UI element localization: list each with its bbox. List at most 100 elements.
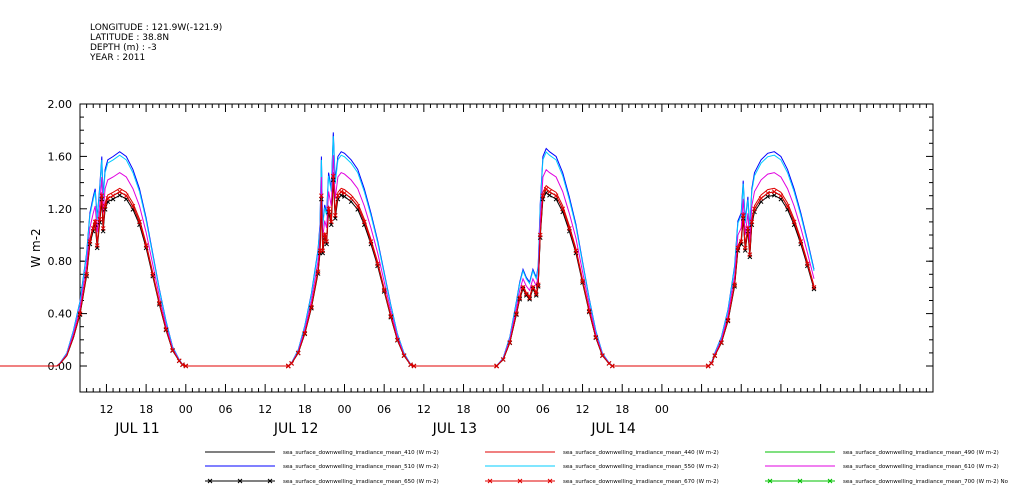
x-tick-label: 12 — [417, 403, 431, 416]
y-tick-label: 0.80 — [48, 255, 73, 268]
series-marker-7 — [84, 271, 89, 277]
x-tick-label: 18 — [298, 403, 312, 416]
series-marker-7 — [330, 173, 336, 179]
legend-marker-7 — [547, 478, 553, 484]
series-line-7 — [0, 176, 815, 367]
legend-label-8: sea_surface_downwelling_irradiance_mean_… — [843, 479, 1009, 485]
series-marker-7 — [110, 193, 116, 199]
series-marker-7 — [411, 363, 417, 369]
series-marker-7 — [143, 243, 149, 248]
series-marker-6 — [533, 293, 539, 298]
series-marker-7 — [105, 195, 111, 201]
x-tick-label: 00 — [179, 403, 193, 416]
series-marker-7 — [338, 189, 344, 195]
legend-label-5: sea_surface_downwelling_irradiance_mean_… — [843, 464, 999, 470]
series-marker-7 — [318, 193, 324, 199]
series-marker-7 — [87, 239, 93, 244]
legend: sea_surface_downwelling_irradiance_mean_… — [205, 450, 1009, 485]
series-marker-7 — [368, 239, 374, 244]
series-marker-6 — [117, 192, 123, 198]
y-tick-label: 1.60 — [48, 150, 73, 163]
series-marker-7 — [375, 261, 380, 267]
series-marker-7 — [709, 361, 714, 366]
series-marker-7 — [388, 313, 394, 319]
series-marker-7 — [335, 193, 341, 199]
series-marker-7 — [324, 239, 329, 244]
x-tick-label: 00 — [337, 403, 351, 416]
series-marker-7 — [712, 353, 718, 358]
x-tick-label: 18 — [615, 403, 629, 416]
x-tick-label: 12 — [576, 403, 590, 416]
x-date-label: JUL 12 — [273, 421, 318, 437]
series-line-0 — [0, 176, 815, 367]
series-marker-7 — [150, 271, 156, 277]
header-latitude: LATITUDE : 38.8N — [90, 33, 169, 43]
axes: 0.00 0.40 0.80 1.20 1.60 2.00 12 18 00 06 12 18 00 06… — [48, 98, 934, 437]
series-marker-7 — [742, 245, 748, 251]
x-tick-label: 06 — [536, 403, 550, 416]
series-marker-7 — [342, 190, 347, 196]
x-tick-label: 18 — [139, 403, 153, 416]
series-marker-7 — [609, 363, 615, 369]
y-tick-label: 1.20 — [48, 203, 73, 216]
series-marker-7 — [322, 232, 328, 238]
series-marker-7 — [740, 212, 746, 218]
series-marker-7 — [586, 308, 592, 314]
series-marker-7 — [530, 285, 536, 290]
series-marker-7 — [94, 243, 100, 248]
series-marker-7 — [747, 252, 753, 258]
series-marker-7 — [560, 206, 566, 212]
series-marker-7 — [735, 245, 741, 251]
x-date-label: JUL 14 — [590, 421, 636, 437]
x-date-label: JUL 11 — [114, 421, 159, 437]
y-axis-label: W m-2 — [29, 228, 43, 267]
series-line-6 — [0, 179, 815, 367]
series-marker-7 — [176, 358, 182, 364]
y-tick-label: 2.00 — [48, 98, 73, 111]
legend-marker-6 — [207, 478, 213, 484]
series-marker-7 — [535, 282, 541, 288]
series-marker-7 — [537, 232, 543, 238]
x-date-label: JUL 13 — [432, 421, 477, 437]
series-marker-7 — [745, 226, 751, 231]
series-marker-7 — [523, 291, 529, 297]
series-marker-7 — [395, 337, 400, 343]
legend-marker-6 — [267, 478, 273, 484]
series-marker-7 — [553, 193, 559, 199]
series-marker-7 — [540, 193, 546, 199]
x-tick-label: 06 — [218, 403, 232, 416]
series-marker-7 — [92, 219, 98, 225]
series-marker-6 — [342, 194, 347, 199]
series-marker-7 — [771, 189, 777, 195]
header-year: YEAR : 2011 — [89, 53, 145, 63]
series-marker-7 — [289, 361, 294, 366]
x-tick-label: 18 — [457, 403, 471, 416]
series-marker-7 — [738, 239, 744, 244]
legend-marker-8 — [767, 478, 773, 484]
legend-label-7: sea_surface_downwelling_irradiance_mean_… — [563, 479, 719, 485]
x-tick-label: 12 — [258, 403, 272, 416]
series-marker-7 — [315, 269, 321, 275]
series-marker-7 — [547, 189, 552, 195]
series-marker-7 — [381, 287, 387, 293]
series-marker-7 — [295, 350, 301, 356]
legend-marker-6 — [237, 478, 243, 484]
series-marker-6 — [527, 296, 532, 302]
series-marker-7 — [527, 295, 532, 301]
series-line-5 — [0, 155, 815, 367]
series-marker-7 — [758, 195, 764, 201]
series-marker-7 — [302, 330, 308, 336]
series-marker-6 — [811, 286, 817, 292]
series-marker-7 — [520, 285, 526, 290]
x-tick-label: 12 — [99, 403, 113, 416]
series-marker-7 — [507, 340, 513, 345]
series-marker-7 — [320, 248, 326, 254]
series-marker-7 — [123, 193, 129, 199]
legend-marker-7 — [487, 478, 493, 484]
legend-marker-8 — [797, 478, 803, 484]
series-marker-7 — [785, 203, 790, 209]
series-marker-7 — [494, 363, 499, 369]
x-tick-label: 00 — [655, 403, 669, 416]
series-marker-7 — [309, 304, 314, 310]
